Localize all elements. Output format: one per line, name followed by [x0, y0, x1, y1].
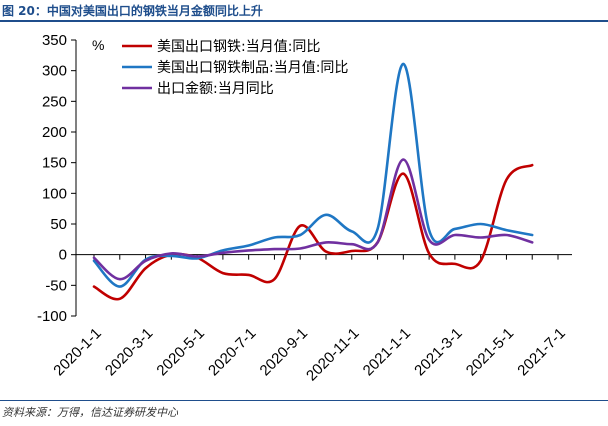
y-tick-label: 100	[42, 185, 67, 202]
source-note: 资料来源：万得，信达证券研发中心	[2, 406, 178, 419]
unit-label: %	[92, 37, 104, 53]
x-tick-label: 2020-7-1	[205, 325, 259, 379]
title-rule	[0, 20, 608, 22]
y-tick-label: 200	[42, 124, 67, 141]
x-tick-label: 2021-7-1	[514, 325, 568, 379]
x-tick-label: 2020-9-1	[257, 325, 311, 379]
x-tick-label: 2020-3-1	[102, 325, 156, 379]
y-tick-label: 350	[42, 32, 67, 49]
figure-title: 图 20：中国对美国出口的钢铁当月金额同比上升	[2, 4, 263, 18]
y-tick-label: 0	[59, 247, 67, 264]
y-tick-label: 50	[50, 216, 67, 233]
y-tick-label: 300	[42, 63, 67, 80]
y-tick-label: 150	[42, 155, 67, 172]
y-tick-label: -50	[45, 277, 67, 294]
source-rule	[0, 400, 608, 401]
legend-label-3: 出口金额:当月同比	[157, 81, 274, 97]
series-line-1	[92, 163, 534, 301]
x-tick-label: 2021-1-1	[360, 325, 414, 379]
legend-label-1: 美国出口钢铁:当月值:同比	[157, 39, 320, 55]
x-tick-label: 2020-5-1	[153, 325, 207, 379]
x-tick-label: 2020-11-1	[303, 325, 363, 385]
series-line-2	[92, 62, 534, 288]
y-tick-label: -100	[37, 308, 67, 325]
x-tick-label: 2020-1-1	[50, 325, 104, 379]
x-tick-label: 2021-3-1	[411, 325, 465, 379]
legend-label-2: 美国出口钢铁制品:当月值:同比	[157, 60, 348, 76]
y-tick-label: 250	[42, 93, 67, 110]
x-tick-label: 2021-5-1	[463, 325, 517, 379]
series-line-3	[92, 158, 534, 281]
